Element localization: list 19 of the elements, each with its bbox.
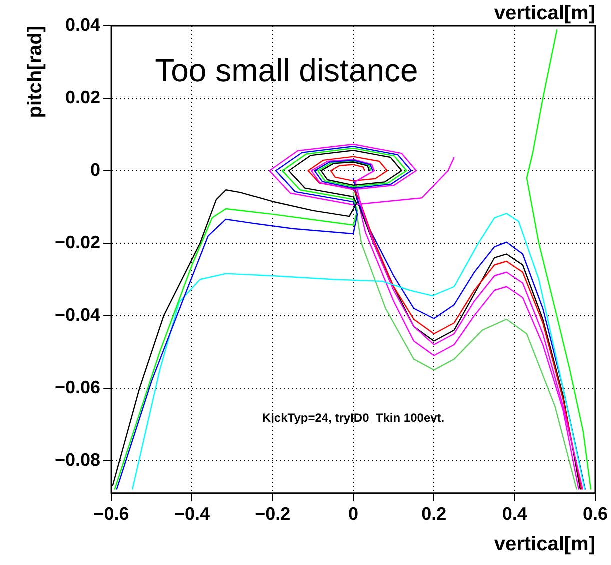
- x-tick-label: −0.6: [94, 504, 130, 524]
- annotation: KickTyp=24, tryID0_Tkin 100evt.: [262, 410, 445, 425]
- y-tick-label: −0.02: [55, 232, 101, 252]
- chart-title: vertical[m]: [494, 2, 596, 25]
- y-tick-label: 0: [90, 160, 101, 180]
- x-tick-label: −0.2: [255, 504, 291, 524]
- y-axis-title: pitch[rad]: [24, 26, 47, 118]
- annotation: Too small distance: [155, 52, 418, 89]
- x-tick-label: 0: [348, 504, 359, 524]
- y-tick-label: 0.02: [66, 87, 101, 108]
- x-tick-label: 0.2: [422, 504, 447, 524]
- x-tick-label: 0.4: [502, 504, 528, 524]
- y-tick-label: −0.08: [55, 450, 101, 470]
- x-tick-label: −0.4: [174, 504, 210, 524]
- y-tick-label: −0.04: [55, 304, 101, 325]
- y-tick-label: 0.04: [66, 14, 101, 35]
- x-tick-label: 0.6: [582, 504, 608, 524]
- y-tick-label: −0.06: [55, 377, 101, 398]
- x-axis-title: vertical[m]: [494, 534, 596, 556]
